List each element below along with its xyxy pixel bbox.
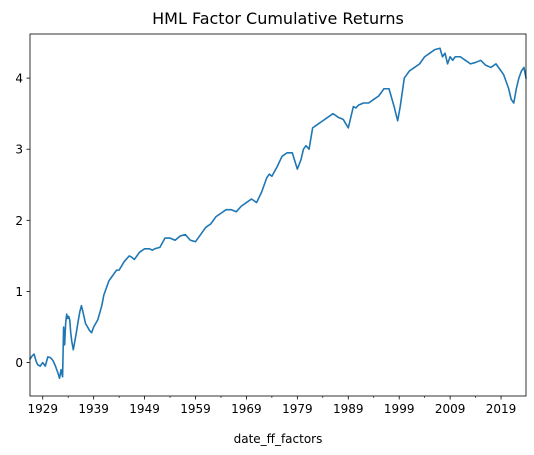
x-tick-label: 1959 <box>180 402 211 416</box>
series-line <box>29 47 527 380</box>
x-axis-label: date_ff_factors <box>234 432 323 446</box>
x-tick-label: 1999 <box>384 402 415 416</box>
y-axis: 0 1 2 3 4 <box>15 72 30 370</box>
x-tick-label: 2009 <box>435 402 466 416</box>
x-tick-label: 1949 <box>129 402 160 416</box>
y-tick-label: 0 <box>15 356 23 370</box>
y-tick-label: 1 <box>15 285 23 299</box>
x-axis: 1929 1939 1949 1959 1969 1979 1989 1999 2009 2019 <box>27 396 516 416</box>
y-tick-label: 2 <box>15 214 23 228</box>
plot-frame <box>29 33 527 397</box>
x-tick-label: 1989 <box>333 402 364 416</box>
x-tick-label: 2019 <box>486 402 517 416</box>
x-tick-label: 1939 <box>78 402 109 416</box>
x-tick-label: 1929 <box>27 402 58 416</box>
series-layer <box>29 47 527 380</box>
x-tick-label: 1979 <box>282 402 313 416</box>
y-tick-label: 4 <box>15 72 23 86</box>
chart-title: HML Factor Cumulative Returns <box>152 9 404 28</box>
y-tick-label: 3 <box>15 143 23 157</box>
plot-background <box>30 34 526 396</box>
x-tick-label: 1969 <box>231 402 262 416</box>
